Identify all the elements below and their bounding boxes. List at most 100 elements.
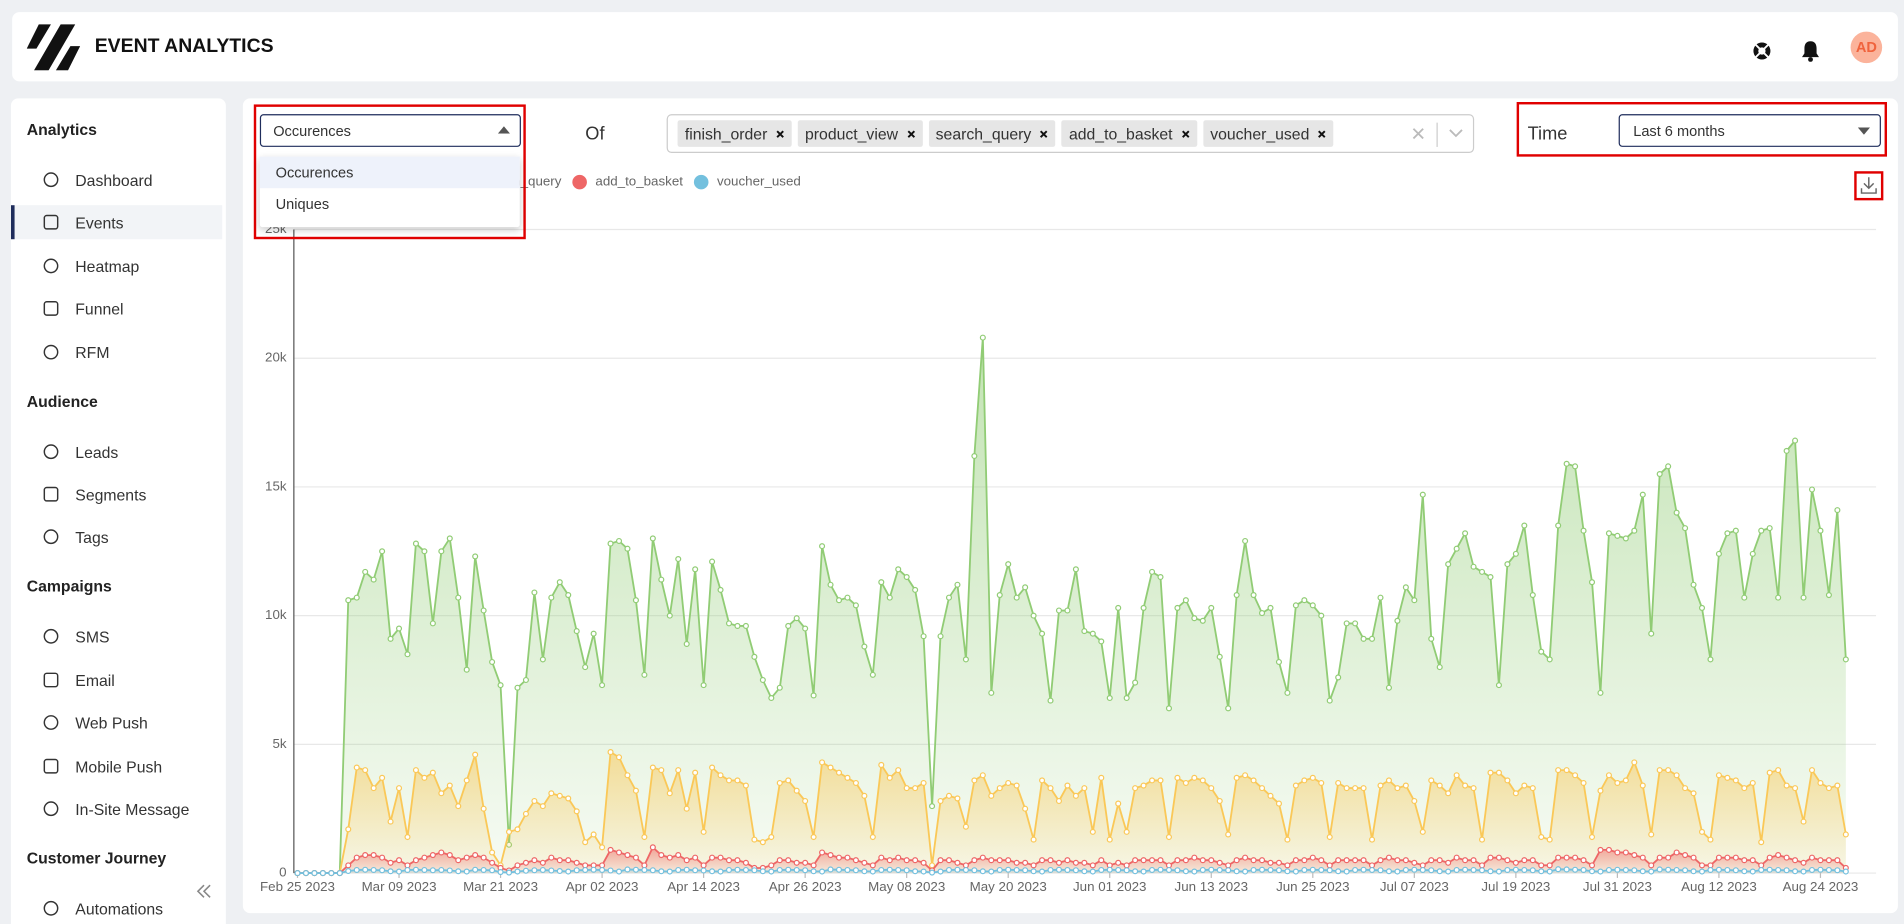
data-point	[463, 868, 470, 875]
nav-item[interactable]: Email	[11, 663, 222, 697]
collapse-button[interactable]	[196, 883, 213, 900]
data-point	[1842, 831, 1849, 838]
data-point	[1292, 782, 1299, 789]
notification-icon[interactable]	[1801, 40, 1820, 62]
data-point	[1605, 866, 1612, 874]
chip-remove[interactable]	[1040, 129, 1049, 138]
nav-item[interactable]: In-Site Message	[11, 792, 222, 826]
data-point	[1191, 774, 1198, 781]
nav-item[interactable]: Automations	[11, 891, 222, 924]
nav-item[interactable]: Dashboard	[11, 163, 222, 197]
data-point	[1436, 857, 1443, 864]
data-point	[929, 803, 936, 810]
data-point	[692, 867, 699, 874]
nav-item[interactable]: Funnel	[11, 292, 222, 326]
data-point	[1411, 597, 1418, 604]
nav-item[interactable]: Leads	[11, 434, 222, 468]
data-point	[1690, 868, 1697, 875]
data-point	[1749, 868, 1756, 875]
data-point	[700, 862, 707, 869]
data-point	[895, 566, 902, 573]
data-point	[1140, 604, 1147, 611]
data-point	[1064, 607, 1071, 614]
data-point	[666, 790, 673, 797]
data-point	[1563, 854, 1570, 861]
chip-remove[interactable]	[776, 129, 785, 138]
legend-label: add_to_basket	[595, 174, 683, 189]
data-point	[979, 854, 986, 861]
data-point	[1402, 782, 1409, 789]
nav-item[interactable]: RFM	[11, 335, 222, 369]
data-point	[472, 866, 479, 873]
data-point	[1453, 545, 1460, 552]
metric-select[interactable]: Occurences	[259, 114, 521, 147]
data-point	[1453, 772, 1460, 779]
data-point	[1360, 866, 1367, 873]
data-point	[1199, 617, 1206, 624]
data-point	[1157, 777, 1164, 784]
download-button[interactable]	[1854, 171, 1884, 201]
data-point	[412, 540, 419, 547]
data-point	[1766, 854, 1773, 861]
nav-icon	[43, 344, 59, 360]
data-point	[1055, 859, 1063, 866]
data-point	[1301, 777, 1308, 784]
data-point	[658, 852, 665, 859]
chip-remove[interactable]	[1181, 129, 1190, 138]
data-point	[1275, 658, 1282, 666]
caret	[497, 126, 511, 134]
nav-item[interactable]: Segments	[11, 477, 222, 511]
data-point	[1436, 664, 1443, 671]
event-chip[interactable]: product_view	[797, 120, 923, 147]
data-point	[971, 867, 978, 874]
nav-item[interactable]: SMS	[11, 620, 222, 654]
dropdown-button[interactable]	[1449, 128, 1464, 140]
data-point	[1817, 779, 1824, 787]
menu-option[interactable]: Occurences	[259, 156, 520, 189]
event-chip[interactable]: add_to_basket	[1061, 120, 1197, 147]
avatar[interactable]: AD	[1850, 31, 1883, 64]
nav-label: Heatmap	[75, 257, 140, 276]
data-point	[1538, 868, 1545, 875]
event-multiselect[interactable]: finish_order product_view search_query add_…	[666, 114, 1475, 154]
data-point	[615, 868, 623, 875]
data-point	[886, 866, 893, 873]
data-point	[438, 849, 445, 856]
nav-label: Web Push	[75, 714, 148, 733]
help-icon[interactable]	[1751, 40, 1773, 62]
data-point	[1741, 594, 1748, 601]
time-select[interactable]: Last 6 months	[1618, 114, 1881, 147]
nav-section-title: Customer Journey	[26, 848, 167, 868]
chip-remove[interactable]	[1318, 129, 1327, 138]
menu-option[interactable]: Uniques	[275, 195, 330, 213]
data-point	[370, 785, 377, 792]
data-point	[1149, 857, 1156, 864]
nav-item[interactable]: Mobile Push	[11, 749, 222, 783]
data-point	[835, 769, 843, 776]
data-point	[455, 803, 462, 810]
data-point	[1622, 849, 1629, 856]
data-point	[1673, 772, 1680, 779]
data-point	[1656, 767, 1663, 774]
y-tick-label: 10k	[265, 607, 287, 622]
data-point	[962, 866, 969, 874]
nav-item[interactable]: Heatmap	[11, 249, 222, 283]
nav-item[interactable]: Events	[10, 205, 223, 240]
nav-item[interactable]: Tags	[11, 520, 222, 554]
x-tick-label: Aug 12 2023	[1681, 879, 1757, 894]
clear-button[interactable]	[1411, 126, 1426, 141]
data-point	[531, 589, 538, 596]
event-chip[interactable]: voucher_used	[1202, 120, 1334, 147]
data-point	[1275, 800, 1282, 807]
chip-remove[interactable]	[907, 129, 916, 138]
event-chip[interactable]: finish_order	[677, 120, 792, 147]
data-point	[1419, 828, 1426, 835]
data-point	[615, 537, 623, 545]
data-point	[725, 857, 733, 864]
event-chip[interactable]: search_query	[928, 120, 1056, 147]
data-point	[1115, 866, 1122, 874]
data-point	[1182, 597, 1189, 604]
nav-item[interactable]: Web Push	[11, 706, 222, 740]
data-point	[793, 787, 800, 794]
